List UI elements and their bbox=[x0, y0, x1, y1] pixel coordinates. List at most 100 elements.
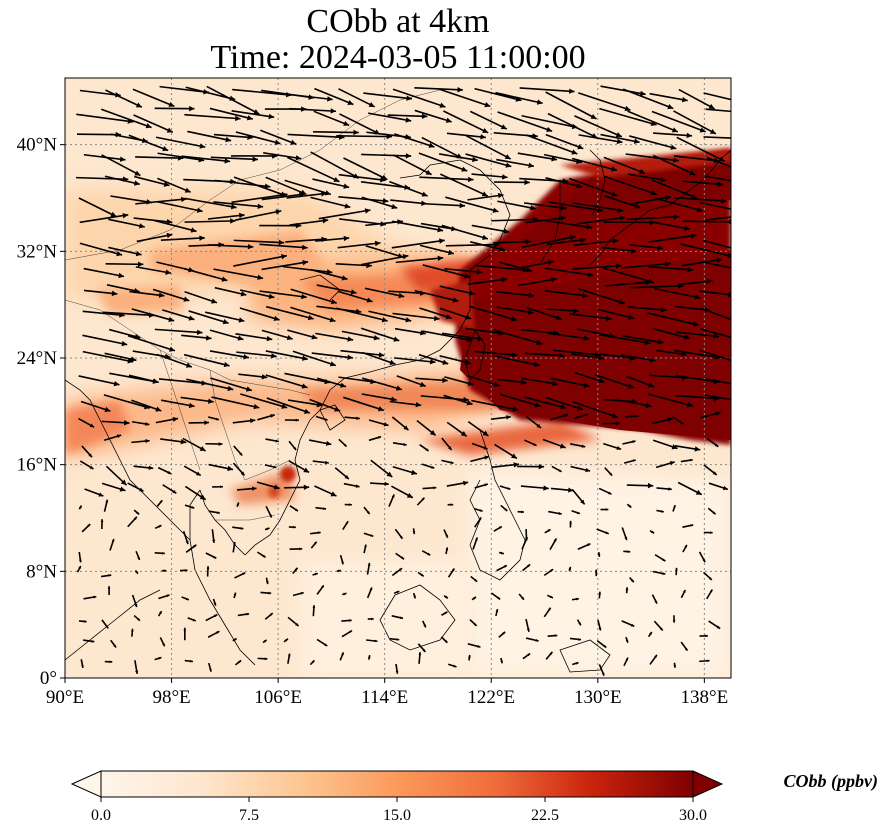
wind-arrow bbox=[314, 485, 337, 497]
wind-arrow bbox=[545, 396, 584, 411]
wind-arrow bbox=[362, 351, 396, 365]
wind-arrow bbox=[266, 397, 311, 414]
wind-arrow bbox=[444, 376, 474, 386]
wind-arrow bbox=[338, 196, 389, 204]
wind-arrow bbox=[108, 218, 145, 229]
wind-arrow bbox=[447, 503, 454, 507]
wind-arrow bbox=[422, 264, 471, 279]
wind-arrow bbox=[420, 395, 469, 403]
wind-arrow bbox=[698, 551, 706, 563]
wind-arrow bbox=[572, 661, 579, 666]
wind-arrow bbox=[623, 459, 636, 464]
wind-arrow bbox=[157, 177, 192, 193]
wind-arrow bbox=[439, 88, 491, 108]
wind-arrow bbox=[653, 287, 701, 300]
wind-arrow bbox=[598, 591, 602, 599]
wind-arrow bbox=[135, 266, 172, 275]
wind-arrow bbox=[491, 415, 511, 421]
wind-arrow bbox=[109, 538, 115, 551]
wind-arrow bbox=[594, 569, 598, 577]
wind-arrow bbox=[342, 520, 349, 531]
wind-arrow bbox=[620, 354, 656, 363]
wind-arrow bbox=[440, 173, 489, 197]
wind-arrow bbox=[629, 244, 664, 251]
wind-arrow bbox=[288, 525, 296, 529]
wind-arrow bbox=[214, 286, 247, 297]
wind-arrow bbox=[338, 173, 386, 183]
wind-arrow bbox=[368, 112, 412, 123]
wind-arrow bbox=[708, 620, 721, 630]
wind-arrow bbox=[571, 597, 579, 601]
wind-arrow bbox=[234, 659, 242, 666]
wind-arrow bbox=[265, 350, 308, 361]
wind-arrow bbox=[181, 155, 231, 164]
wind-arrow bbox=[154, 524, 162, 530]
wind-arrow bbox=[578, 287, 626, 305]
wind-arrow bbox=[677, 481, 703, 496]
wind-arrow bbox=[214, 179, 271, 189]
wind-arrow bbox=[412, 592, 417, 599]
wind-arrow bbox=[289, 547, 303, 551]
wind-arrow bbox=[652, 154, 696, 176]
wind-arrow bbox=[441, 437, 453, 451]
wind-arrow bbox=[621, 261, 671, 269]
wind-arrow bbox=[159, 637, 166, 647]
wind-arrow bbox=[184, 485, 207, 501]
colorbar-tick-label: 0.0 bbox=[91, 807, 111, 824]
wind-arrow bbox=[418, 152, 468, 172]
wind-arrow bbox=[182, 531, 189, 545]
wind-arrow bbox=[366, 587, 373, 599]
wind-arrow bbox=[131, 594, 138, 608]
wind-arrow bbox=[127, 482, 144, 493]
wind-arrow bbox=[520, 485, 549, 491]
wind-arrow bbox=[421, 463, 435, 469]
wind-arrow bbox=[682, 180, 724, 187]
wind-arrow bbox=[545, 133, 584, 150]
wind-arrow bbox=[625, 587, 629, 594]
map-title: CObb at 4km Time: 2024-03-05 11:00:00 bbox=[65, 4, 731, 76]
wind-arrow bbox=[700, 307, 731, 321]
wind-arrow bbox=[183, 465, 202, 477]
wind-arrow bbox=[257, 413, 275, 421]
wind-arrow bbox=[699, 349, 731, 362]
wind-arrow bbox=[110, 639, 117, 648]
wind-arrow bbox=[625, 414, 639, 418]
wind-arrow bbox=[444, 267, 483, 275]
wind-arrow bbox=[678, 278, 713, 286]
wind-arrow bbox=[621, 527, 628, 541]
wind-arrow bbox=[342, 592, 347, 596]
wind-arrow bbox=[471, 596, 477, 601]
y-tick-label: 24°N bbox=[17, 348, 58, 369]
wind-arrow bbox=[547, 308, 579, 314]
wind-arrow bbox=[156, 499, 163, 507]
wind-arrow bbox=[651, 417, 673, 425]
wind-arrow bbox=[525, 618, 530, 632]
wind-arrow bbox=[416, 497, 426, 506]
wind-arrow bbox=[543, 607, 552, 618]
wind-arrow bbox=[518, 277, 557, 287]
wind-arrow bbox=[572, 202, 624, 213]
wind-arrow bbox=[344, 416, 360, 420]
wind-arrow bbox=[185, 544, 197, 553]
wind-arrow bbox=[366, 639, 378, 643]
wind-arrow bbox=[162, 309, 195, 321]
wind-arrow bbox=[517, 510, 524, 514]
wind-arrow bbox=[440, 636, 448, 644]
wind-arrow bbox=[286, 156, 340, 183]
wind-arrow bbox=[465, 135, 512, 160]
x-tick-label: 90°E bbox=[46, 687, 84, 708]
wind-arrow bbox=[474, 483, 489, 489]
wind-arrow bbox=[289, 505, 299, 512]
wind-arrow bbox=[546, 594, 554, 599]
wind-arrow bbox=[469, 110, 508, 130]
wind-arrow bbox=[207, 630, 220, 638]
wind-arrow bbox=[339, 652, 345, 661]
wind-arrow bbox=[309, 659, 316, 666]
wind-arrow bbox=[180, 569, 188, 572]
wind-arrow bbox=[101, 482, 126, 492]
wind-arrow bbox=[651, 110, 706, 133]
wind-arrow bbox=[467, 192, 504, 201]
wind-arrow bbox=[361, 377, 403, 391]
wind-arrow bbox=[290, 288, 337, 305]
wind-arrow bbox=[82, 334, 128, 347]
